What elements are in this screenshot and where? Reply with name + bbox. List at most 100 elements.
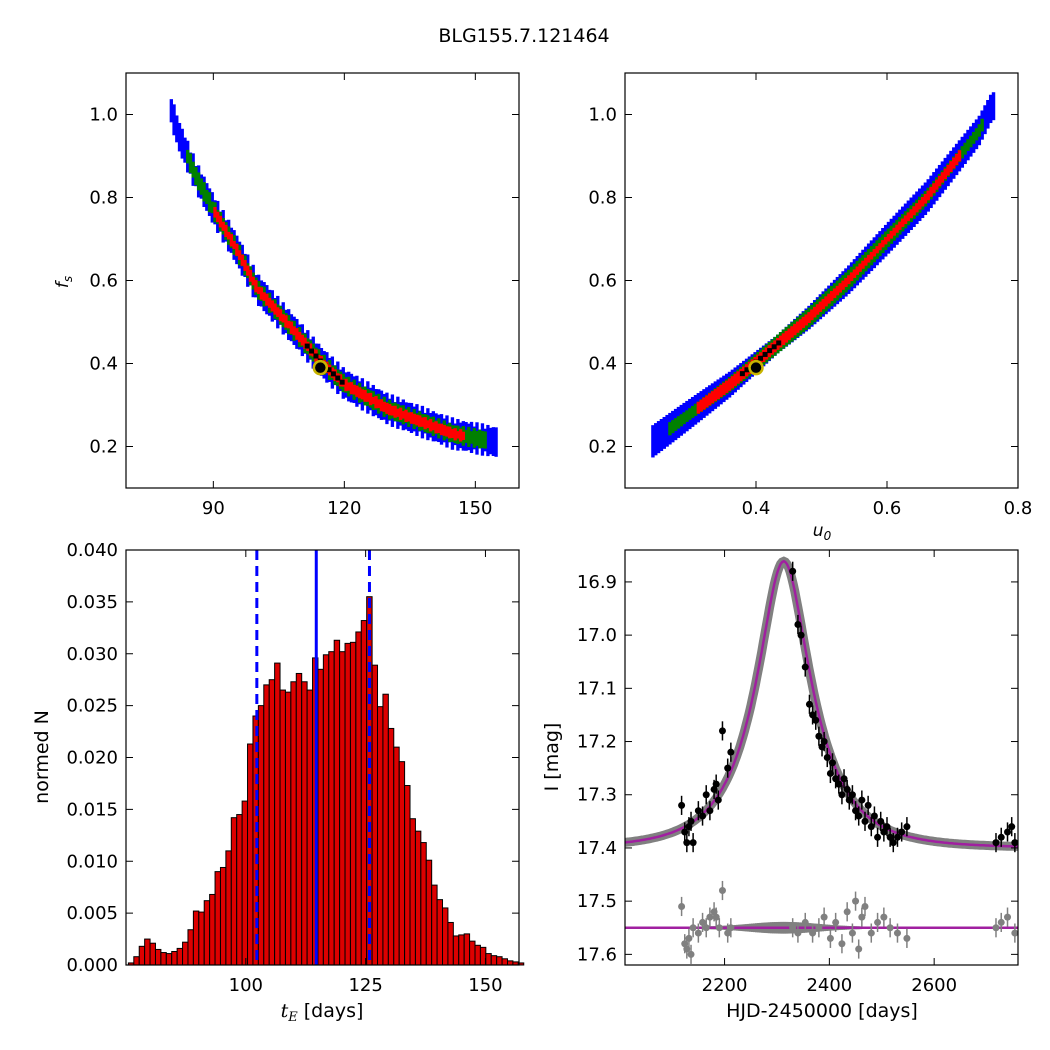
region-cell-green bbox=[194, 166, 198, 186]
data-point bbox=[823, 754, 831, 761]
region-cell-red bbox=[935, 179, 939, 190]
x-tick-label: 100 bbox=[229, 975, 263, 996]
y-tick-label: 0.025 bbox=[66, 696, 118, 717]
region-cell-black bbox=[776, 340, 782, 346]
histogram-bar bbox=[404, 785, 411, 966]
histogram-bar bbox=[333, 639, 341, 966]
region-cell-red bbox=[920, 197, 925, 207]
region-cell-green bbox=[186, 149, 190, 164]
data-point bbox=[789, 567, 797, 575]
region-cell-black bbox=[326, 367, 332, 373]
histogram-bar bbox=[442, 907, 449, 966]
p2-ticks: 0.4 0.6 0.8 0.2 0.4 0.6 0.8 1.0 bbox=[588, 73, 1032, 519]
region-cell-green bbox=[971, 131, 976, 144]
region-cell-red bbox=[900, 218, 905, 227]
region-cell-blue bbox=[488, 427, 493, 455]
data-point bbox=[714, 796, 722, 804]
data-point bbox=[903, 823, 911, 831]
region-cell-green bbox=[210, 201, 214, 214]
region-cell-red bbox=[949, 161, 953, 173]
histogram-bar bbox=[452, 935, 460, 966]
data-point bbox=[870, 812, 878, 820]
region-cell-blue bbox=[665, 414, 669, 447]
p4-ticks: 2200 2400 2600 16.9 17.0 17.1 17.2 17.3 17.4 17.5… bbox=[577, 550, 1018, 996]
region-cell-red bbox=[262, 292, 266, 301]
residual-point bbox=[997, 918, 1005, 926]
region-cell-red bbox=[297, 331, 302, 343]
residual-point bbox=[1004, 913, 1012, 921]
data-point bbox=[687, 817, 695, 825]
region-cell-red bbox=[841, 280, 845, 290]
region-cell-red bbox=[869, 251, 874, 260]
x-tick-label: 120 bbox=[327, 498, 361, 519]
residual-point bbox=[727, 924, 735, 932]
region-cell-red bbox=[448, 426, 452, 439]
y-tick-label: 17.5 bbox=[577, 891, 617, 912]
region-cell-red bbox=[707, 393, 712, 406]
region-cell-red bbox=[915, 203, 919, 213]
region-cell-green bbox=[191, 161, 195, 178]
region-cell-green bbox=[472, 428, 476, 448]
region-cell-red bbox=[344, 378, 348, 392]
y-tick-label: 0.2 bbox=[588, 437, 617, 458]
region-cell-red bbox=[382, 401, 386, 412]
region-cell-blue bbox=[494, 427, 498, 457]
region-cell-green bbox=[963, 142, 967, 155]
residual-point bbox=[801, 918, 809, 926]
region-cell-red bbox=[946, 164, 950, 176]
residual-point bbox=[874, 918, 882, 926]
y-tick-label: 0.4 bbox=[588, 354, 617, 375]
region-cell-red bbox=[388, 404, 392, 416]
residual-point bbox=[826, 934, 834, 942]
histogram-bar bbox=[322, 654, 330, 966]
region-cell-black bbox=[762, 351, 768, 357]
region-cell-green bbox=[475, 430, 479, 446]
data-point bbox=[832, 775, 840, 783]
region-cell-green bbox=[483, 431, 487, 449]
region-cell-red bbox=[943, 168, 947, 180]
region-cell-red bbox=[724, 380, 729, 393]
histogram-bar bbox=[182, 941, 189, 966]
residual-point bbox=[861, 902, 869, 910]
region-cell-red bbox=[957, 150, 962, 162]
region-cell-red bbox=[265, 293, 269, 306]
histogram-bar bbox=[236, 814, 243, 966]
y-tick-label: 0.010 bbox=[66, 851, 118, 872]
region-cell-red bbox=[445, 426, 449, 437]
region-cell-blue bbox=[177, 122, 182, 152]
y-tick-label: 17.1 bbox=[577, 678, 617, 699]
data-point bbox=[1004, 828, 1012, 836]
region-cell-red bbox=[858, 263, 862, 272]
histogram-bar bbox=[431, 884, 438, 966]
histogram-bar bbox=[501, 958, 508, 966]
residual-point bbox=[838, 940, 846, 948]
residual-point bbox=[794, 929, 802, 937]
region-cell-red bbox=[878, 243, 882, 251]
residual-point bbox=[1011, 929, 1018, 937]
region-cell-blue bbox=[183, 137, 187, 163]
y-tick-label: 1.0 bbox=[588, 105, 617, 126]
region-cell-red bbox=[832, 288, 837, 299]
histogram-bar bbox=[230, 817, 238, 966]
residual-point bbox=[702, 924, 710, 932]
histogram-bar bbox=[485, 953, 492, 966]
region-cell-red bbox=[835, 285, 840, 296]
region-cell-red bbox=[251, 276, 255, 286]
region-cell-blue bbox=[651, 425, 655, 458]
region-cell-red bbox=[821, 298, 825, 310]
histogram-bar bbox=[414, 830, 422, 966]
histogram-bar bbox=[458, 934, 465, 966]
region-cell-red bbox=[221, 221, 225, 231]
region-cell-red bbox=[804, 314, 808, 326]
region-cell-red bbox=[458, 429, 463, 442]
y-tick-label: 0.2 bbox=[89, 437, 118, 458]
region-cell-red bbox=[224, 224, 228, 238]
region-cell-red bbox=[827, 293, 831, 304]
histogram-bar bbox=[149, 942, 156, 966]
region-cell-red bbox=[929, 186, 933, 197]
residual-point bbox=[992, 924, 1000, 932]
region-cell-red bbox=[385, 402, 389, 414]
histogram-bar bbox=[187, 929, 194, 966]
region-cell-green bbox=[679, 414, 684, 427]
